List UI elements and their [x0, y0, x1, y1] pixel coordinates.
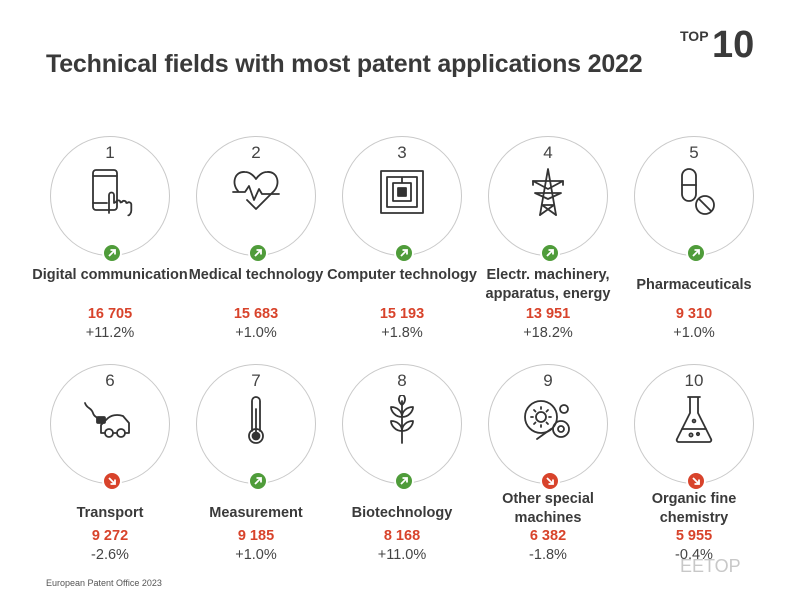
power-pylon-icon: [532, 168, 564, 216]
field-rank: 4: [543, 143, 553, 162]
field-change: -2.6%: [91, 547, 129, 563]
field-applications: 8 168: [383, 528, 421, 544]
source-note: European Patent Office 2023: [46, 578, 162, 588]
field-applications: 9 310: [675, 306, 713, 322]
field-change: -0.4%: [675, 547, 713, 563]
field-change: +18.2%: [523, 325, 573, 341]
page-title: Technical fields with most patent applic…: [46, 50, 643, 78]
watermark: EETOP: [680, 556, 741, 576]
trend-up-icon: [540, 243, 560, 263]
field-name: Medical technology: [188, 267, 324, 283]
field-circle: 8: [342, 364, 462, 491]
field-rank: 6: [105, 371, 115, 390]
field-applications: 13 951: [525, 306, 571, 322]
field-name: Biotechnology: [351, 505, 453, 521]
field-name: Measurement: [209, 505, 303, 521]
trend-down-icon: [686, 471, 706, 491]
field-change: +1.0%: [235, 547, 277, 563]
field-applications: 16 705: [87, 306, 133, 322]
field-applications: 15 683: [233, 306, 279, 322]
electric-car-icon: [84, 402, 130, 438]
microchip-icon: [380, 170, 424, 214]
field-name: Electr. machinery, apparatus, energy: [485, 267, 611, 302]
field-change: +1.0%: [235, 325, 277, 341]
field-applications: 9 185: [237, 528, 275, 544]
field-name: Transport: [76, 505, 144, 521]
top-number: 10: [712, 24, 755, 66]
field-circle: 7: [196, 364, 316, 491]
field-circle: 5: [634, 136, 754, 263]
field-change: +1.8%: [381, 325, 423, 341]
machine-gears-icon: [524, 400, 570, 440]
trend-up-icon: [102, 243, 122, 263]
field-circle: 3: [342, 136, 462, 263]
field-rank: 8: [397, 371, 407, 390]
field-circle: 6: [50, 364, 170, 491]
field-change: +1.0%: [673, 325, 715, 341]
trend-down-icon: [540, 471, 560, 491]
field-applications: 6 382: [529, 528, 567, 544]
heart-pulse-icon: [232, 171, 280, 210]
field-name: Computer technology: [327, 267, 477, 283]
trend-up-icon: [686, 243, 706, 263]
field-circle: 10: [634, 364, 754, 491]
trend-up-icon: [248, 243, 268, 263]
field-rank: 2: [251, 143, 261, 162]
field-applications: 15 193: [379, 306, 425, 322]
trend-up-icon: [394, 471, 414, 491]
top-word: TOP: [680, 28, 709, 44]
field-rank: 3: [397, 143, 407, 162]
field-rank: 5: [689, 143, 699, 162]
smartphone-touch-icon: [92, 169, 133, 217]
field-rank: 10: [684, 371, 704, 390]
field-circle: 2: [196, 136, 316, 263]
trend-up-icon: [248, 471, 268, 491]
trend-up-icon: [394, 243, 414, 263]
flask-icon: [675, 396, 713, 443]
field-applications: 9 272: [91, 528, 129, 544]
field-circle: 4: [488, 136, 608, 263]
field-change: +11.2%: [85, 325, 135, 341]
field-circle: 1: [50, 136, 170, 263]
field-applications: 5 955: [675, 528, 713, 544]
field-change: -1.8%: [529, 547, 567, 563]
field-rank: 9: [543, 371, 553, 390]
field-rank: 1: [105, 143, 115, 162]
field-circle: 9: [488, 364, 608, 491]
field-name: Organic fine chemistry: [651, 491, 737, 526]
field-name: Digital communication: [32, 267, 188, 283]
field-rank: 7: [251, 371, 261, 390]
field-name: Other special machines: [502, 491, 594, 526]
plant-leaf-icon: [390, 395, 414, 444]
pill-capsule-icon: [681, 168, 715, 215]
field-name: Pharmaceuticals: [636, 277, 752, 293]
trend-down-icon: [102, 471, 122, 491]
field-change: +11.0%: [377, 547, 427, 563]
thermometer-icon: [248, 396, 264, 444]
